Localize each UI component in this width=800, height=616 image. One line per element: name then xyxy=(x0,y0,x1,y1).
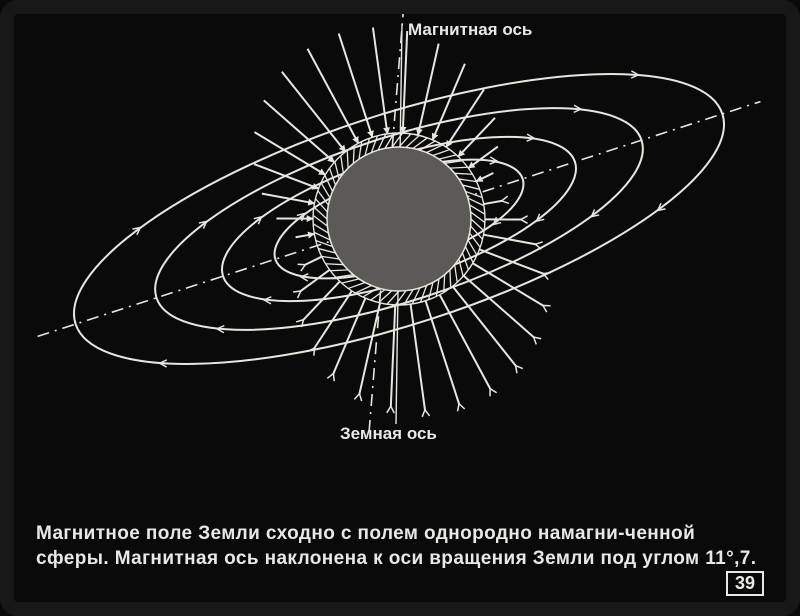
earth-axis-label: Земная ось xyxy=(340,424,437,444)
magnetic-field-diagram xyxy=(14,14,786,602)
slide-number: 39 xyxy=(726,571,764,596)
magnetic-axis-label: Магнитная ось xyxy=(408,20,532,40)
caption-text: Магнитное поле Земли сходно с полем одно… xyxy=(36,521,764,572)
